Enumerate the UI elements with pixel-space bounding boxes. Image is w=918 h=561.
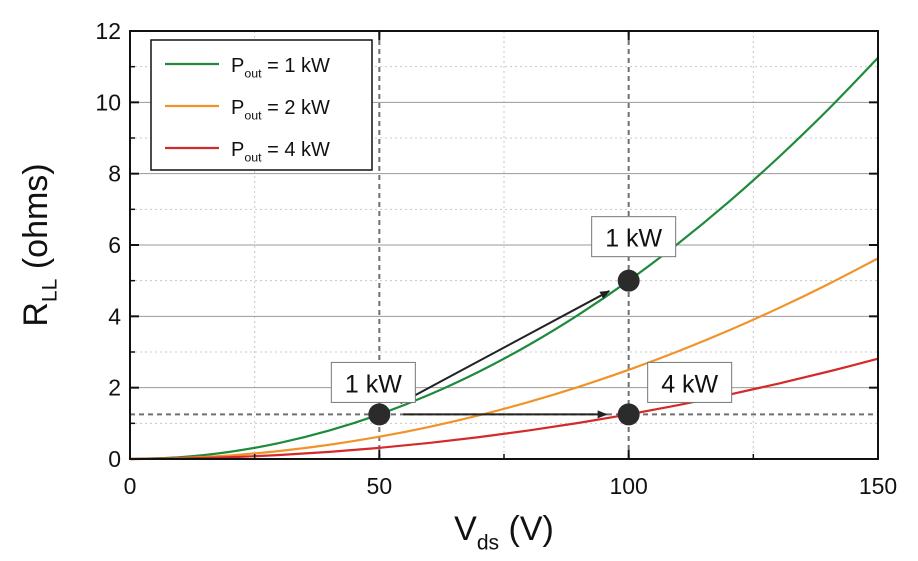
y-tick-label: 10 <box>95 89 121 115</box>
axes: 0 2 4 6 8 10 12 0 50 100 150 Vds (V) RLL (ohms) <box>17 18 897 555</box>
x-tick-label: 150 <box>859 473 897 499</box>
annotation-box-1 <box>330 361 416 403</box>
x-axis-title: Vds (V) <box>454 510 554 555</box>
annotation-box-2 <box>591 216 677 258</box>
x-tick-label: 100 <box>609 473 647 499</box>
legend: Pout = 1 kW Pout = 2 kW Pout = 4 kW <box>150 39 373 171</box>
arrows <box>400 290 611 419</box>
annotation-box-3 <box>647 361 733 403</box>
annotation-label-1: 1 kW <box>345 370 402 398</box>
highlight-point-3 <box>617 403 640 426</box>
y-tick-label: 8 <box>108 161 121 187</box>
annotations: 1 kW 1 kW 4 kW <box>330 216 733 403</box>
legend-label-1: Pout = 1 kW <box>231 55 330 81</box>
y-tick-label: 0 <box>108 446 121 472</box>
series-line-2 <box>129 257 879 461</box>
legend-label-3: Pout = 4 kW <box>231 139 330 165</box>
y-tick-label: 2 <box>108 375 121 401</box>
x-tick-label: 50 <box>367 473 393 499</box>
y-tick-label: 6 <box>108 232 121 258</box>
y-tick-label: 4 <box>108 303 121 329</box>
annotation-label-3: 4 kW <box>661 370 718 398</box>
x-tick-label: 0 <box>124 473 137 499</box>
series-line-1 <box>129 56 879 461</box>
annotation-label-2: 1 kW <box>605 225 662 253</box>
highlight-point-1 <box>368 403 391 426</box>
arrow-1 <box>400 290 611 404</box>
y-tick-label: 12 <box>95 18 121 44</box>
y-axis-title: RLL (ohms) <box>17 163 62 326</box>
highlight-point-2 <box>617 269 640 292</box>
legend-label-2: Pout = 2 kW <box>231 97 330 123</box>
highlight-points <box>368 269 640 426</box>
